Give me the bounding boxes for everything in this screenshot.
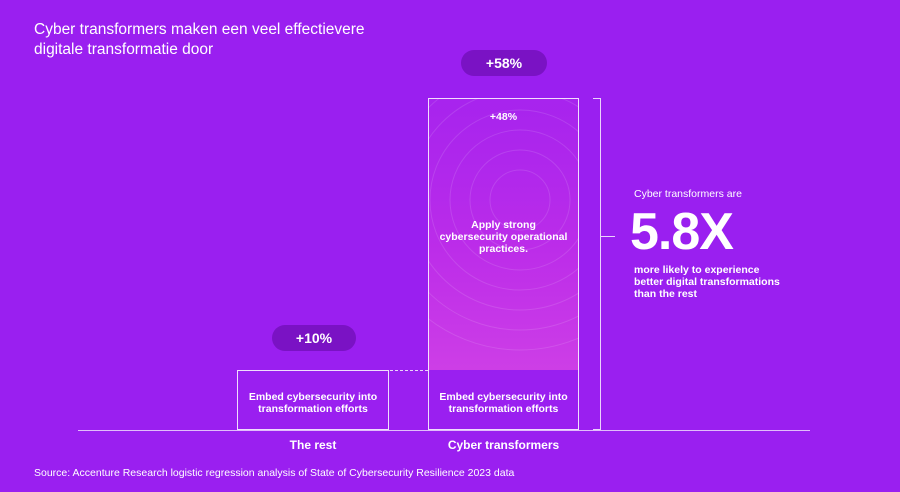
- base-label-line-2: transformation efforts: [448, 403, 559, 415]
- the-rest-total-badge: +10%: [272, 325, 356, 351]
- category-label-cyber-transformers: Cyber transformers: [447, 438, 560, 452]
- cyber-transformers-top-value: +48%: [489, 111, 518, 123]
- top-label-line-2: cybersecurity operational: [439, 231, 568, 243]
- the-rest-bar-label-line-1: Embed cybersecurity into: [248, 391, 378, 403]
- callout-multiplier: 5.8X: [630, 203, 734, 261]
- bracket-tick: [601, 236, 615, 237]
- callout-description: more likely to experience better digital…: [634, 264, 780, 300]
- the-rest-bar-label: Embed cybersecurity into transformation …: [237, 391, 389, 415]
- cyber-transformers-base-label: Embed cybersecurity into transformation …: [428, 391, 579, 415]
- category-label-the-rest: The rest: [289, 438, 337, 452]
- callout-desc-line-3: than the rest: [634, 288, 698, 300]
- cyber-transformers-top-label: Apply strong cybersecurity operational p…: [428, 219, 579, 255]
- cyber-transformers-top-segment: [428, 98, 579, 370]
- bracket: [593, 98, 601, 430]
- chart-title: Cyber transformers maken een veel effect…: [34, 20, 365, 60]
- callout-intro: Cyber transformers are: [634, 188, 742, 200]
- the-rest-bar: [237, 370, 389, 430]
- the-rest-bar-label-line-2: transformation efforts: [258, 403, 368, 415]
- x-axis-line: [78, 430, 810, 431]
- callout-desc-line-2: better digital transformations: [634, 276, 780, 288]
- source-note: Source: Accenture Research logistic regr…: [34, 467, 515, 479]
- cyber-transformers-total-badge: +58%: [461, 50, 547, 76]
- chart-title-line-2: digitale transformatie door: [34, 41, 214, 58]
- base-label-line-1: Embed cybersecurity into: [439, 391, 568, 403]
- bar-pattern: [428, 98, 579, 351]
- callout-desc-line-1: more likely to experience: [634, 264, 760, 276]
- cyber-transformers-bar: [428, 98, 579, 430]
- chart-title-line-1: Cyber transformers maken een veel effect…: [34, 21, 365, 38]
- dashed-connector: [390, 370, 428, 371]
- top-label-line-1: Apply strong: [471, 219, 536, 231]
- top-label-line-3: practices.: [478, 243, 529, 255]
